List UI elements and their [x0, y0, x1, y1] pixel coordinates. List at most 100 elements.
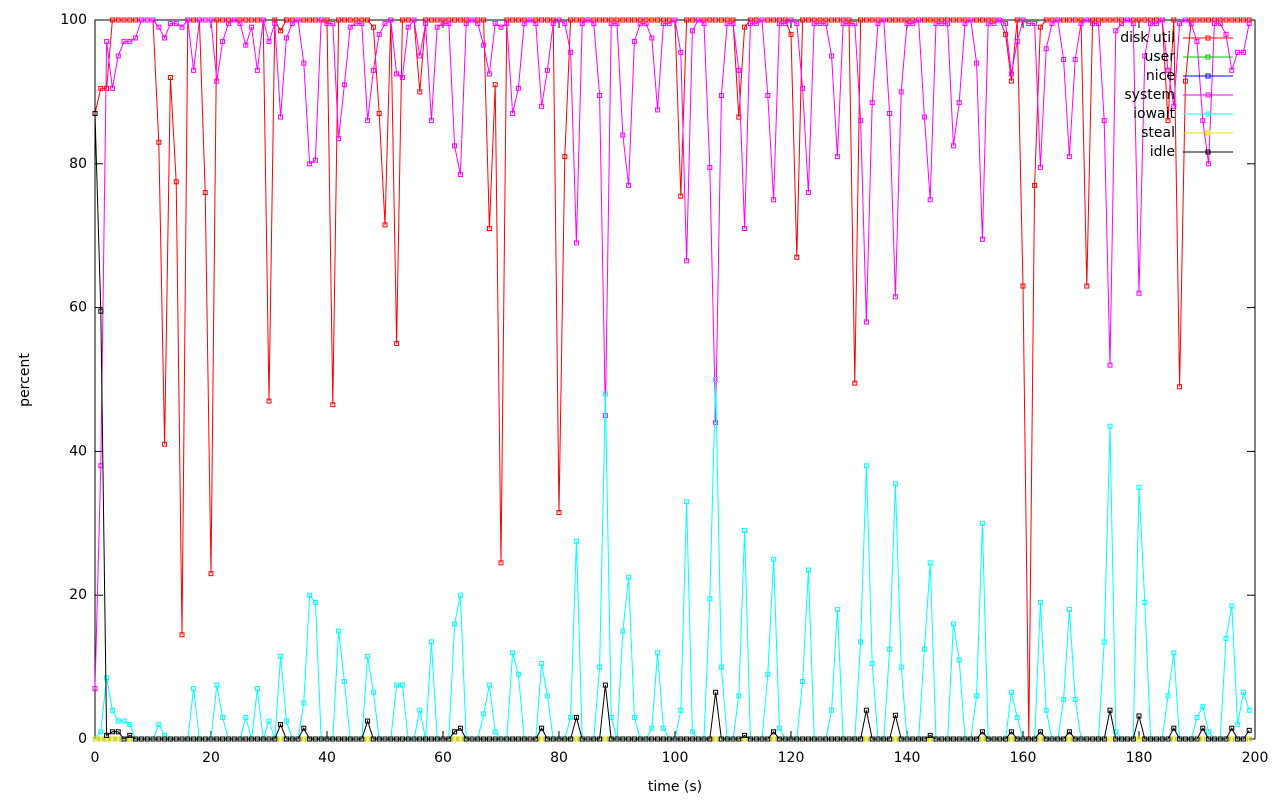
data-point: [457, 17, 463, 23]
data-point: [782, 736, 788, 742]
data-point: [892, 294, 898, 300]
legend-marker: [1205, 130, 1211, 136]
data-point: [974, 60, 980, 66]
data-point: [1142, 17, 1148, 23]
data-point: [1246, 736, 1252, 742]
data-point: [1159, 17, 1165, 23]
data-point: [858, 17, 864, 23]
data-point: [1200, 736, 1206, 742]
data-point: [376, 31, 382, 37]
data-point: [1223, 736, 1229, 742]
data-point: [649, 17, 655, 23]
data-point: [156, 139, 162, 145]
data-point: [771, 729, 777, 735]
data-point: [1107, 423, 1113, 429]
data-point: [121, 39, 127, 45]
data-point: [643, 736, 649, 742]
data-point: [1008, 71, 1014, 77]
data-point: [997, 17, 1003, 23]
data-point: [254, 736, 260, 742]
data-point: [1165, 736, 1171, 742]
data-point: [869, 17, 875, 23]
data-point: [1171, 725, 1177, 731]
data-point: [539, 103, 545, 109]
data-point: [1159, 736, 1165, 742]
y-tick-label: 100: [60, 12, 87, 28]
data-point: [1032, 21, 1038, 27]
data-point: [115, 729, 121, 735]
data-point: [394, 341, 400, 347]
legend-marker: [1205, 111, 1211, 117]
data-point: [365, 718, 371, 724]
data-point: [1136, 736, 1142, 742]
data-point: [1026, 21, 1032, 27]
data-point: [295, 736, 301, 742]
data-point: [104, 85, 110, 91]
data-point: [875, 736, 881, 742]
data-point: [794, 736, 800, 742]
data-point: [510, 17, 516, 23]
data-point: [898, 89, 904, 95]
data-point: [289, 21, 295, 27]
data-point: [307, 17, 313, 23]
data-point: [1223, 635, 1229, 641]
data-point: [452, 736, 458, 742]
data-point: [353, 21, 359, 27]
data-point: [179, 24, 185, 30]
data-point: [266, 398, 272, 404]
data-point: [1229, 17, 1235, 23]
data-point: [887, 736, 893, 742]
data-point: [202, 736, 208, 742]
data-point: [254, 686, 260, 692]
data-point: [469, 17, 475, 23]
data-point: [138, 17, 144, 23]
data-point: [1177, 736, 1183, 742]
data-point: [765, 736, 771, 742]
data-point: [753, 21, 759, 27]
data-point: [341, 678, 347, 684]
data-point: [341, 17, 347, 23]
data-point: [910, 736, 916, 742]
data-point: [655, 736, 661, 742]
data-point: [214, 682, 220, 688]
data-point: [260, 736, 266, 742]
data-point: [660, 21, 666, 27]
data-point: [336, 17, 342, 23]
data-point: [330, 736, 336, 742]
data-point: [788, 31, 794, 37]
x-axis-label: time (s): [648, 779, 702, 795]
data-point: [858, 118, 864, 124]
data-point: [660, 725, 666, 731]
data-point: [347, 24, 353, 30]
data-point: [1124, 736, 1130, 742]
data-point: [220, 17, 226, 23]
data-point: [776, 736, 782, 742]
data-point: [1078, 21, 1084, 27]
data-point: [631, 39, 637, 45]
data-point: [196, 17, 202, 23]
data-point: [1061, 736, 1067, 742]
data-point: [666, 736, 672, 742]
data-point: [950, 621, 956, 627]
data-point: [341, 736, 347, 742]
data-point: [510, 736, 516, 742]
data-point: [730, 21, 736, 27]
data-point: [127, 722, 133, 728]
data-point: [678, 707, 684, 713]
data-point: [655, 17, 661, 23]
data-point: [365, 653, 371, 659]
data-point: [788, 736, 794, 742]
data-point: [921, 17, 927, 23]
data-point: [115, 17, 121, 23]
data-point: [1020, 736, 1026, 742]
data-point: [939, 736, 945, 742]
data-point: [713, 420, 719, 426]
data-point: [428, 118, 434, 124]
y-tick-label: 20: [69, 587, 87, 603]
data-point: [515, 85, 521, 91]
data-point: [1032, 736, 1038, 742]
data-point: [869, 661, 875, 667]
data-point: [278, 114, 284, 120]
data-point: [568, 17, 574, 23]
